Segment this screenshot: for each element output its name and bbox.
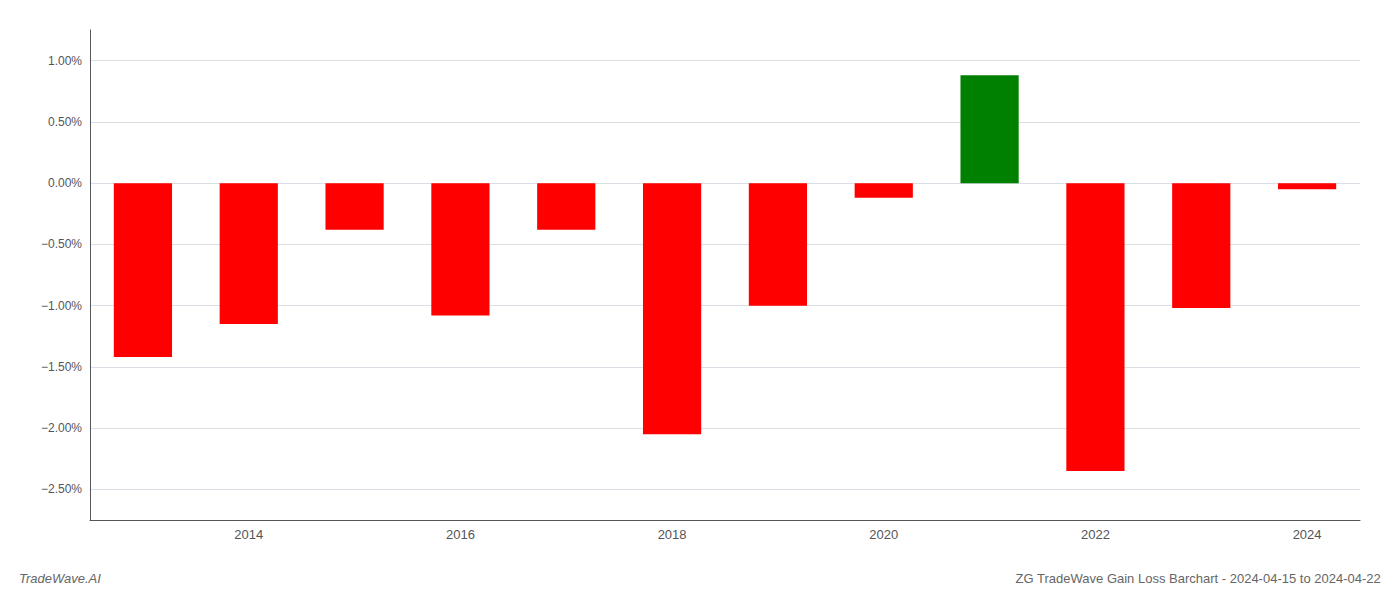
svg-text:−2.00%: −2.00% (41, 421, 82, 435)
svg-text:−0.50%: −0.50% (41, 237, 82, 251)
svg-text:−1.00%: −1.00% (41, 299, 82, 313)
svg-text:TradeWave.AI: TradeWave.AI (19, 571, 101, 586)
svg-text:−2.50%: −2.50% (41, 482, 82, 496)
svg-text:2018: 2018 (658, 527, 687, 542)
svg-text:−1.50%: −1.50% (41, 360, 82, 374)
svg-text:2022: 2022 (1081, 527, 1110, 542)
svg-text:0.50%: 0.50% (48, 115, 82, 129)
svg-text:2024: 2024 (1293, 527, 1322, 542)
svg-text:2020: 2020 (869, 527, 898, 542)
svg-text:ZG TradeWave Gain Loss Barchar: ZG TradeWave Gain Loss Barchart - 2024-0… (1016, 571, 1381, 586)
svg-text:2014: 2014 (234, 527, 263, 542)
svg-text:2016: 2016 (446, 527, 475, 542)
svg-text:1.00%: 1.00% (48, 54, 82, 68)
svg-text:0.00%: 0.00% (48, 176, 82, 190)
